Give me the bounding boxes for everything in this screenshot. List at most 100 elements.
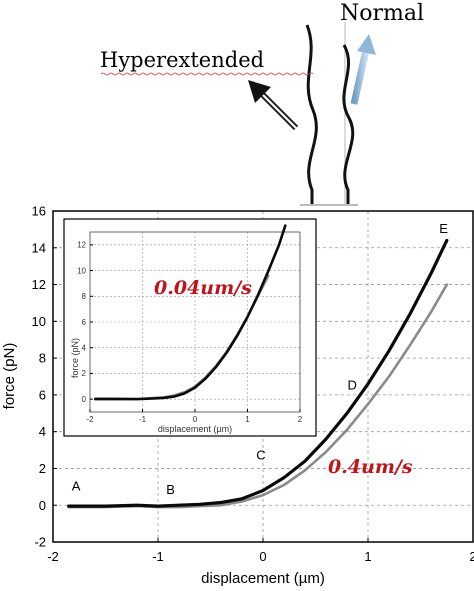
main-x-tick-label: 2	[469, 549, 474, 564]
hyperextended-label: Hyperextended	[100, 48, 264, 72]
main-y-tick-label: 10	[32, 314, 46, 329]
fiber-illustration: Normal Hyperextended	[100, 1, 424, 206]
inset-x-axis-label: displacement (µm)	[158, 424, 232, 434]
normal-fiber	[342, 44, 355, 205]
main-x-tick-label: -2	[47, 549, 59, 564]
main-data-point	[262, 494, 264, 496]
main-x-axis-label: displacement (µm)	[201, 570, 325, 587]
inset-data-point	[267, 274, 270, 277]
inset-y-tick-label: 10	[77, 266, 86, 275]
point-label-d: D	[348, 377, 357, 392]
main-data-point	[325, 438, 327, 440]
main-x-tick-label: 1	[364, 549, 371, 564]
inset-data-point	[225, 352, 228, 354]
inset-speed-label: 0.04um/s	[154, 277, 252, 299]
main-y-axis-label: force (pN)	[1, 343, 18, 410]
inset-series	[94, 224, 287, 401]
inset-x-tick-label: -2	[86, 415, 94, 424]
main-data-point	[241, 500, 243, 503]
main-y-tick-label: 12	[32, 277, 46, 292]
main-data-point	[409, 313, 411, 315]
inset-data-point	[162, 397, 165, 399]
main-data-point	[445, 283, 448, 286]
main-y-tick-label: 8	[39, 351, 46, 366]
inset-panel	[63, 218, 317, 437]
main-speed-label: 0.4um/s	[328, 456, 413, 478]
main-data-point	[325, 451, 327, 453]
hyperextended-fiber	[305, 24, 318, 205]
main-y-tick-label: 14	[32, 240, 46, 255]
main-data-point	[220, 504, 222, 507]
main-data-point	[304, 460, 306, 462]
inset-x-tick-label: 1	[245, 415, 250, 424]
main-data-point	[283, 476, 285, 479]
inset-data-point	[194, 386, 196, 389]
main-data-point	[178, 504, 180, 507]
inset-y-tick-label: 12	[77, 241, 86, 250]
normal-arrow	[350, 34, 376, 105]
main-data-point	[157, 505, 159, 507]
inset-data-point	[267, 269, 270, 272]
main-data-point	[388, 375, 390, 378]
inset-data-point	[257, 294, 259, 296]
main-y-tick-label: 16	[32, 204, 46, 219]
main-series-line-dark	[67, 238, 449, 508]
inset-x-tick-label: 0	[193, 415, 198, 424]
main-y-tick-label: 4	[39, 424, 46, 439]
inset-grid	[90, 232, 300, 412]
main-y-tick-label: 2	[39, 461, 46, 476]
inset-y-tick-label: 6	[82, 318, 87, 327]
inset-y-axis-label: force (pN)	[70, 338, 80, 378]
main-data-point	[367, 383, 369, 385]
inset-data-point	[246, 316, 249, 318]
main-data-point	[346, 428, 348, 431]
main-data-point	[346, 412, 348, 415]
inset-data-point	[183, 392, 186, 395]
main-y-tick-label: -2	[34, 535, 46, 550]
main-data-point	[220, 501, 222, 504]
inset-data-point	[204, 377, 207, 380]
inset-x-tick-label: 2	[298, 415, 303, 424]
inset-data-point	[152, 397, 154, 400]
inset-x-tick-label: -1	[139, 415, 147, 424]
point-label-b: B	[166, 482, 175, 497]
inset-data-point	[173, 395, 175, 398]
main-data-point	[445, 239, 448, 242]
point-label-c: C	[256, 447, 265, 462]
inset-data-point	[284, 224, 287, 227]
main-series	[67, 238, 449, 509]
inset-data-point	[136, 398, 139, 400]
main-data-point	[367, 403, 369, 405]
point-label-e: E	[439, 221, 448, 236]
inset-y-tick-label: 4	[82, 344, 87, 353]
inset-data-point	[278, 244, 280, 246]
main-x-tick-label: -1	[152, 549, 164, 564]
inset-y-tick-label: 8	[82, 292, 87, 301]
main-data-point	[104, 505, 107, 507]
spellcheck-underline	[100, 72, 314, 76]
main-y-tick-label: 6	[39, 387, 46, 402]
inset-data-point	[236, 335, 238, 337]
main-data-point	[283, 484, 285, 486]
main-data-point	[430, 272, 432, 275]
normal-label: Normal	[340, 1, 424, 26]
main-data-point	[262, 489, 264, 492]
main-data-point	[241, 497, 243, 500]
main-y-tick-label: 0	[39, 498, 46, 513]
main-data-point	[409, 344, 411, 347]
inset-y-tick-label: 2	[82, 369, 87, 378]
inset-data-point	[215, 366, 217, 368]
inset-data-point	[94, 398, 97, 400]
point-label-a: A	[72, 479, 81, 494]
main-data-point	[67, 505, 70, 507]
hyperextended-arrow	[248, 80, 299, 131]
main-data-point	[430, 311, 432, 313]
main-data-point	[136, 504, 138, 507]
main-x-tick-label: 0	[259, 549, 266, 564]
inset-data-point	[115, 398, 118, 400]
main-point-labels: A B C D E	[72, 221, 449, 497]
